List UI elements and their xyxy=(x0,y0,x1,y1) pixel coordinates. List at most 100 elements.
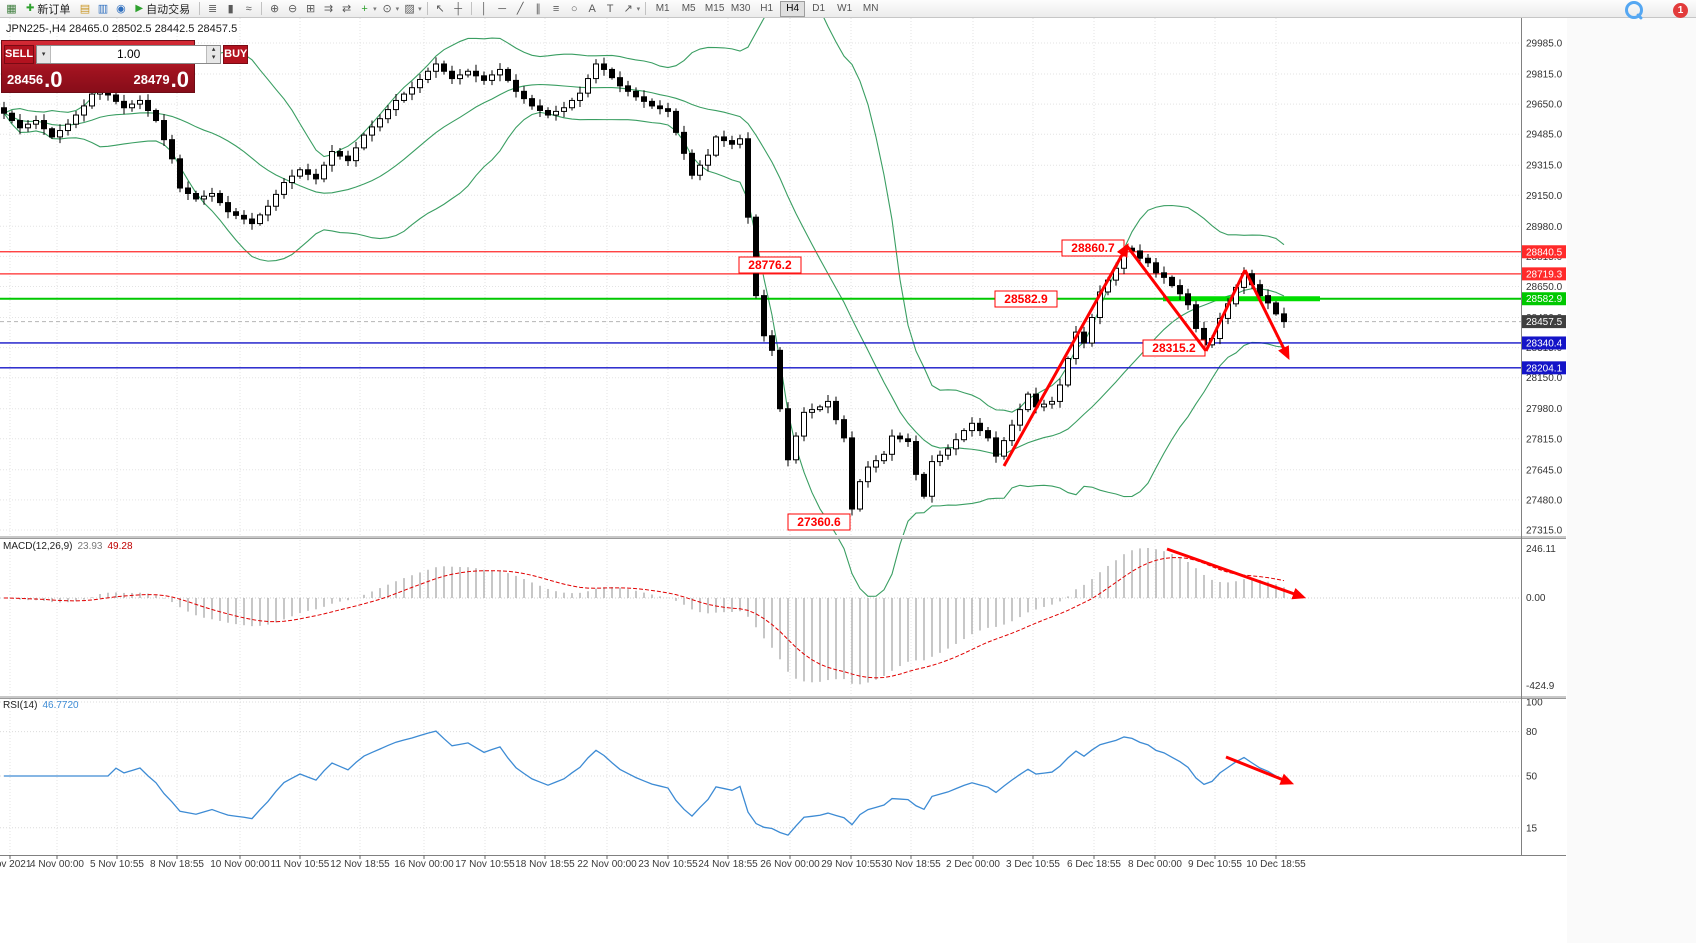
timeframe-m30[interactable]: M30 xyxy=(730,3,751,14)
candle xyxy=(1265,295,1271,304)
new-chart-icon[interactable]: ▦ xyxy=(6,3,17,15)
candle xyxy=(489,74,495,81)
candle xyxy=(1153,262,1159,274)
candle xyxy=(777,349,783,410)
candle xyxy=(1065,358,1071,386)
navigator-icon[interactable]: ▥ xyxy=(97,3,109,15)
time-tick-label: 3 Dec 10:55 xyxy=(1006,859,1060,870)
candle xyxy=(961,430,967,441)
timeframe-m5[interactable]: M5 xyxy=(681,3,696,14)
timeframe-m1[interactable]: M1 xyxy=(655,3,670,14)
price-tick-label: 28650.0 xyxy=(1526,282,1563,293)
templates-icon-dropdown[interactable]: ▾ xyxy=(418,5,422,13)
templates-icon[interactable]: ▨ xyxy=(404,3,415,15)
tile-windows-icon[interactable]: ⊞ xyxy=(305,3,316,15)
zoom-in-icon[interactable]: ⊕ xyxy=(269,3,280,15)
candle xyxy=(889,435,895,455)
zoom-out-icon[interactable]: ⊖ xyxy=(287,3,298,15)
terminal-icon[interactable]: ◉ xyxy=(116,3,126,15)
arrows-tool-icon-dropdown[interactable]: ▾ xyxy=(636,5,641,13)
channel-icon[interactable]: ∥ xyxy=(535,3,541,15)
timeframe-m15[interactable]: M15 xyxy=(704,3,725,14)
candle xyxy=(401,93,407,101)
candlestick-chart-icon[interactable]: ▮ xyxy=(227,3,234,15)
indicators-icon-dropdown[interactable]: ▾ xyxy=(373,5,377,13)
price-axis-flag-text: 28204.1 xyxy=(1526,363,1563,374)
candle xyxy=(321,164,327,180)
timeframe-w1[interactable]: W1 xyxy=(837,3,853,14)
candle xyxy=(1081,331,1087,344)
toolbar-right: 1 xyxy=(1625,1,1688,19)
periods-icon-dropdown[interactable]: ▾ xyxy=(395,5,400,13)
timeframe-h4[interactable]: H4 xyxy=(780,0,806,17)
chart-shift-icon[interactable]: ⇄ xyxy=(341,3,352,15)
time-tick-label: 24 Nov 18:55 xyxy=(698,859,758,870)
price-tick-label: 27645.0 xyxy=(1526,465,1563,476)
candle xyxy=(529,98,535,107)
rsi-trend-arrow[interactable] xyxy=(1225,755,1295,785)
timeframe-h1[interactable]: H1 xyxy=(760,3,774,14)
text-icon[interactable]: A xyxy=(588,2,596,15)
price-callout[interactable] xyxy=(994,290,1058,308)
bar-chart-icon[interactable]: ≣ xyxy=(207,3,218,15)
crosshair-icon[interactable]: ┼ xyxy=(454,2,463,15)
candle xyxy=(1001,440,1007,457)
indicators-icon[interactable]: + xyxy=(361,2,368,15)
timeframe-d1[interactable]: D1 xyxy=(812,3,826,14)
timeframe-mn[interactable]: MN xyxy=(862,3,879,14)
fibonacci-icon[interactable]: ≡ xyxy=(552,2,560,15)
arrows-tool-icon[interactable]: ↗ xyxy=(623,3,633,15)
chart-title: JPN225-,H4 28465.0 28502.5 28442.5 28457… xyxy=(6,23,238,35)
price-callout[interactable] xyxy=(738,256,802,274)
candle xyxy=(81,105,87,116)
volume-up-icon[interactable]: ▴ xyxy=(207,45,221,54)
price-axis[interactable] xyxy=(1522,18,1567,855)
buy-button[interactable]: BUY xyxy=(223,44,249,64)
time-tick-label: 23 Nov 10:55 xyxy=(638,859,698,870)
trend-arrow[interactable] xyxy=(1243,269,1290,360)
text-label-icon[interactable]: T xyxy=(606,2,614,15)
market-watch-icon[interactable]: ▤ xyxy=(79,3,91,15)
shapes-icon[interactable]: ○ xyxy=(570,2,578,15)
vertical-line-icon[interactable]: │ xyxy=(480,2,488,15)
trend-arrow[interactable] xyxy=(1002,243,1129,467)
zoom-overlay-icon[interactable] xyxy=(1625,1,1643,19)
new-order-button[interactable]: ✚ 新订单 xyxy=(21,1,75,16)
toolbar-separator xyxy=(261,2,263,15)
candle xyxy=(137,99,143,105)
candle xyxy=(345,155,351,162)
candle xyxy=(609,68,615,79)
candle xyxy=(233,211,239,216)
candle xyxy=(905,438,911,443)
volume-input[interactable] xyxy=(51,45,207,63)
sell-button[interactable]: SELL xyxy=(4,44,35,64)
auto-scroll-icon[interactable]: ⇉ xyxy=(323,3,334,15)
trendline-icon[interactable]: ╱ xyxy=(516,3,524,15)
periods-icon[interactable]: ⊙ xyxy=(382,3,392,15)
panel-divider[interactable] xyxy=(0,535,1566,538)
candle xyxy=(161,120,167,141)
candle xyxy=(985,430,991,439)
macd-axis-max: 246.11 xyxy=(1526,544,1556,555)
notification-badge[interactable]: 1 xyxy=(1673,2,1688,18)
candle xyxy=(273,193,279,207)
price-callout[interactable] xyxy=(787,513,851,531)
trend-arrow[interactable] xyxy=(1125,245,1208,352)
trend-arrow[interactable] xyxy=(1204,269,1247,352)
sell-price-pips: .0 xyxy=(44,67,63,92)
horizontal-line-icon[interactable]: ─ xyxy=(498,2,507,15)
candle xyxy=(745,138,751,218)
panel-divider[interactable] xyxy=(0,695,1566,698)
cursor-icon[interactable]: ↖ xyxy=(435,3,445,15)
auto-trading-button[interactable]: ▶ 自动交易 xyxy=(130,1,195,16)
macd-name: MACD(12,26,9) xyxy=(3,541,73,552)
time-axis[interactable] xyxy=(0,856,1566,874)
candle xyxy=(201,195,207,200)
candle xyxy=(689,152,695,176)
volume-dropdown-icon[interactable]: ▾ xyxy=(37,45,52,63)
macd-trend-arrow[interactable] xyxy=(1166,547,1307,600)
price-axis-flag xyxy=(1522,315,1566,329)
volume-down-icon[interactable]: ▾ xyxy=(207,54,221,63)
line-chart-icon[interactable]: ≈ xyxy=(245,2,252,15)
